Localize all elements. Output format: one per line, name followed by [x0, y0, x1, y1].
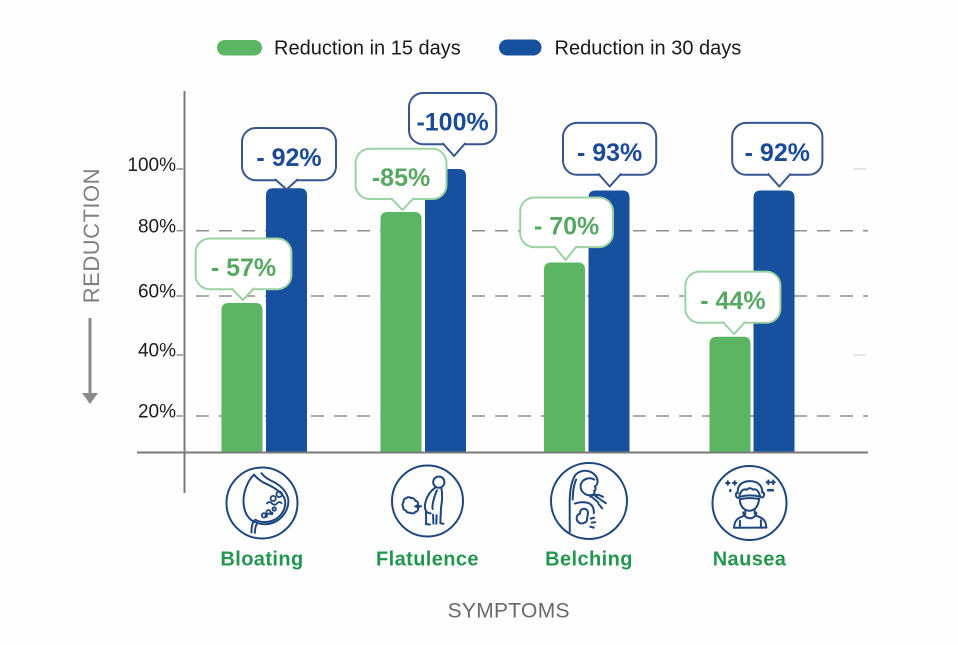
- svg-text:20%: 20%: [138, 402, 176, 423]
- svg-text:- 93%: - 93%: [577, 139, 642, 167]
- svg-text:Belching: Belching: [545, 549, 633, 571]
- svg-text:Reduction in 15 days: Reduction in 15 days: [274, 38, 461, 60]
- svg-text:REDUCTION: REDUCTION: [79, 168, 104, 303]
- svg-text:SYMPTOMS: SYMPTOMS: [448, 600, 570, 623]
- svg-text:-85%: -85%: [372, 164, 430, 192]
- svg-text:Reduction in 30 days: Reduction in 30 days: [555, 38, 742, 60]
- svg-text:40%: 40%: [138, 341, 176, 362]
- svg-text:- 44%: - 44%: [700, 287, 765, 315]
- svg-text:80%: 80%: [138, 216, 176, 237]
- svg-text:- 92%: - 92%: [745, 139, 810, 167]
- svg-text:60%: 60%: [138, 282, 176, 303]
- svg-text:100%: 100%: [127, 155, 176, 176]
- svg-text:Flatulence: Flatulence: [376, 549, 479, 571]
- svg-text:Nausea: Nausea: [713, 549, 787, 571]
- svg-text:- 92%: - 92%: [256, 144, 321, 172]
- svg-text:Bloating: Bloating: [220, 549, 303, 571]
- svg-text:- 70%: - 70%: [534, 212, 599, 240]
- svg-text:-100%: -100%: [416, 109, 488, 137]
- svg-text:- 57%: - 57%: [211, 254, 276, 282]
